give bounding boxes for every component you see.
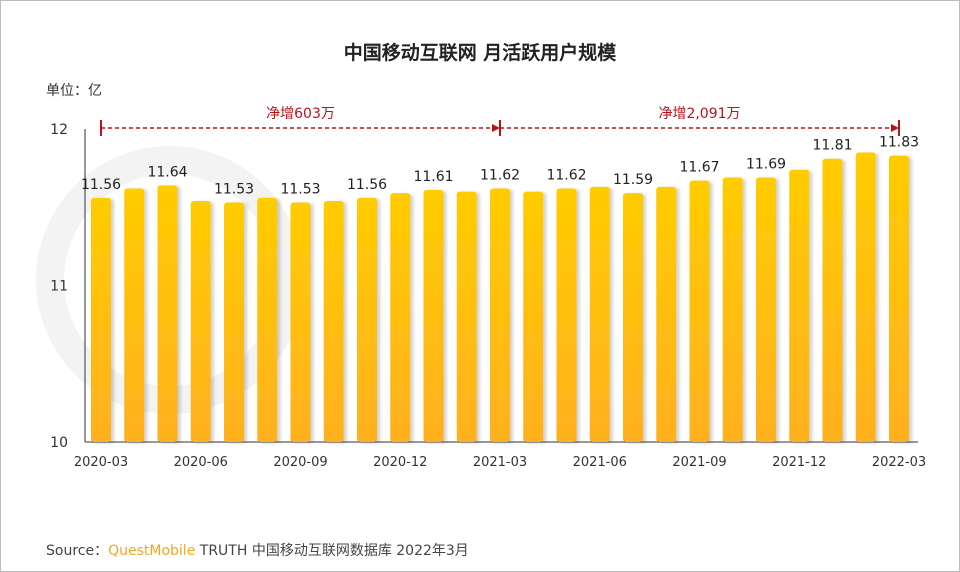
y-tick-label: 12 <box>50 122 68 138</box>
bar-2022-01 <box>822 158 843 443</box>
bar-2021-06 <box>589 186 610 442</box>
bar-2020-12 <box>390 193 411 442</box>
bar-2020-06 <box>190 200 211 442</box>
x-tick-label: 2020-03 <box>74 455 128 470</box>
bar-2021-03 <box>490 188 510 442</box>
annotation-label: 净增603万 <box>266 106 335 122</box>
data-label: 11.62 <box>480 167 520 183</box>
x-tick-label: 2020-09 <box>273 455 327 470</box>
data-label: 11.62 <box>546 167 586 183</box>
bar-2021-05 <box>556 188 577 442</box>
bar-2020-09 <box>290 202 311 442</box>
data-label: 11.83 <box>879 135 919 151</box>
bar-2021-10 <box>722 177 743 442</box>
source-prefix: Source： <box>46 543 109 559</box>
x-tick-label: 2020-06 <box>174 455 228 470</box>
data-label: 11.64 <box>147 164 187 180</box>
bar-2021-01 <box>423 190 444 442</box>
y-tick-label: 11 <box>50 279 68 295</box>
bar-2020-05 <box>157 185 178 442</box>
source-text: TRUTH 中国移动互联网数据库 2022年3月 <box>195 543 469 559</box>
y-tick-label: 10 <box>50 435 68 451</box>
bar-2021-12 <box>789 169 810 442</box>
x-tick-label: 2021-12 <box>772 455 826 470</box>
data-label: 11.59 <box>613 172 653 188</box>
x-tick-label: 2021-03 <box>473 455 527 470</box>
bar-2022-03 <box>889 155 909 443</box>
data-label: 11.56 <box>347 177 387 193</box>
x-tick-label: 2022-03 <box>872 455 926 470</box>
data-label: 11.67 <box>679 160 719 176</box>
bar-2020-11 <box>357 197 377 442</box>
annotation-arrow-icon <box>492 124 500 132</box>
source-note: Source：QuestMobile TRUTH 中国移动互联网数据库 2022… <box>46 540 469 560</box>
source-brand: QuestMobile <box>108 543 196 559</box>
bar-2020-07 <box>224 202 244 442</box>
unit-label: 单位：亿 <box>46 83 102 99</box>
annotation-arrow-icon <box>891 124 899 132</box>
data-label: 11.69 <box>746 157 786 173</box>
bar-2021-07 <box>623 193 643 442</box>
bar-2020-04 <box>124 188 145 442</box>
bar-2021-04 <box>523 191 544 442</box>
bar-2021-09 <box>689 180 710 442</box>
data-label: 11.56 <box>81 177 121 193</box>
bar-2021-08 <box>656 186 677 442</box>
data-label: 11.53 <box>280 182 320 198</box>
chart-title: 中国移动互联网 月活跃用户规模 <box>343 42 617 64</box>
bar-2022-02 <box>855 152 876 442</box>
bar-2021-02 <box>456 191 477 442</box>
data-label: 11.61 <box>413 169 453 185</box>
bar-2021-11 <box>756 177 776 442</box>
data-label: 11.81 <box>812 138 852 154</box>
bar-2020-10 <box>323 200 344 442</box>
annotation-label: 净增2,091万 <box>658 106 740 122</box>
x-tick-label: 2021-09 <box>672 455 726 470</box>
x-tick-label: 2021-06 <box>573 455 627 470</box>
x-tick-label: 2020-12 <box>373 455 427 470</box>
bar-2020-03 <box>91 197 111 442</box>
data-label: 11.53 <box>214 182 254 198</box>
bar-2020-08 <box>257 197 278 442</box>
